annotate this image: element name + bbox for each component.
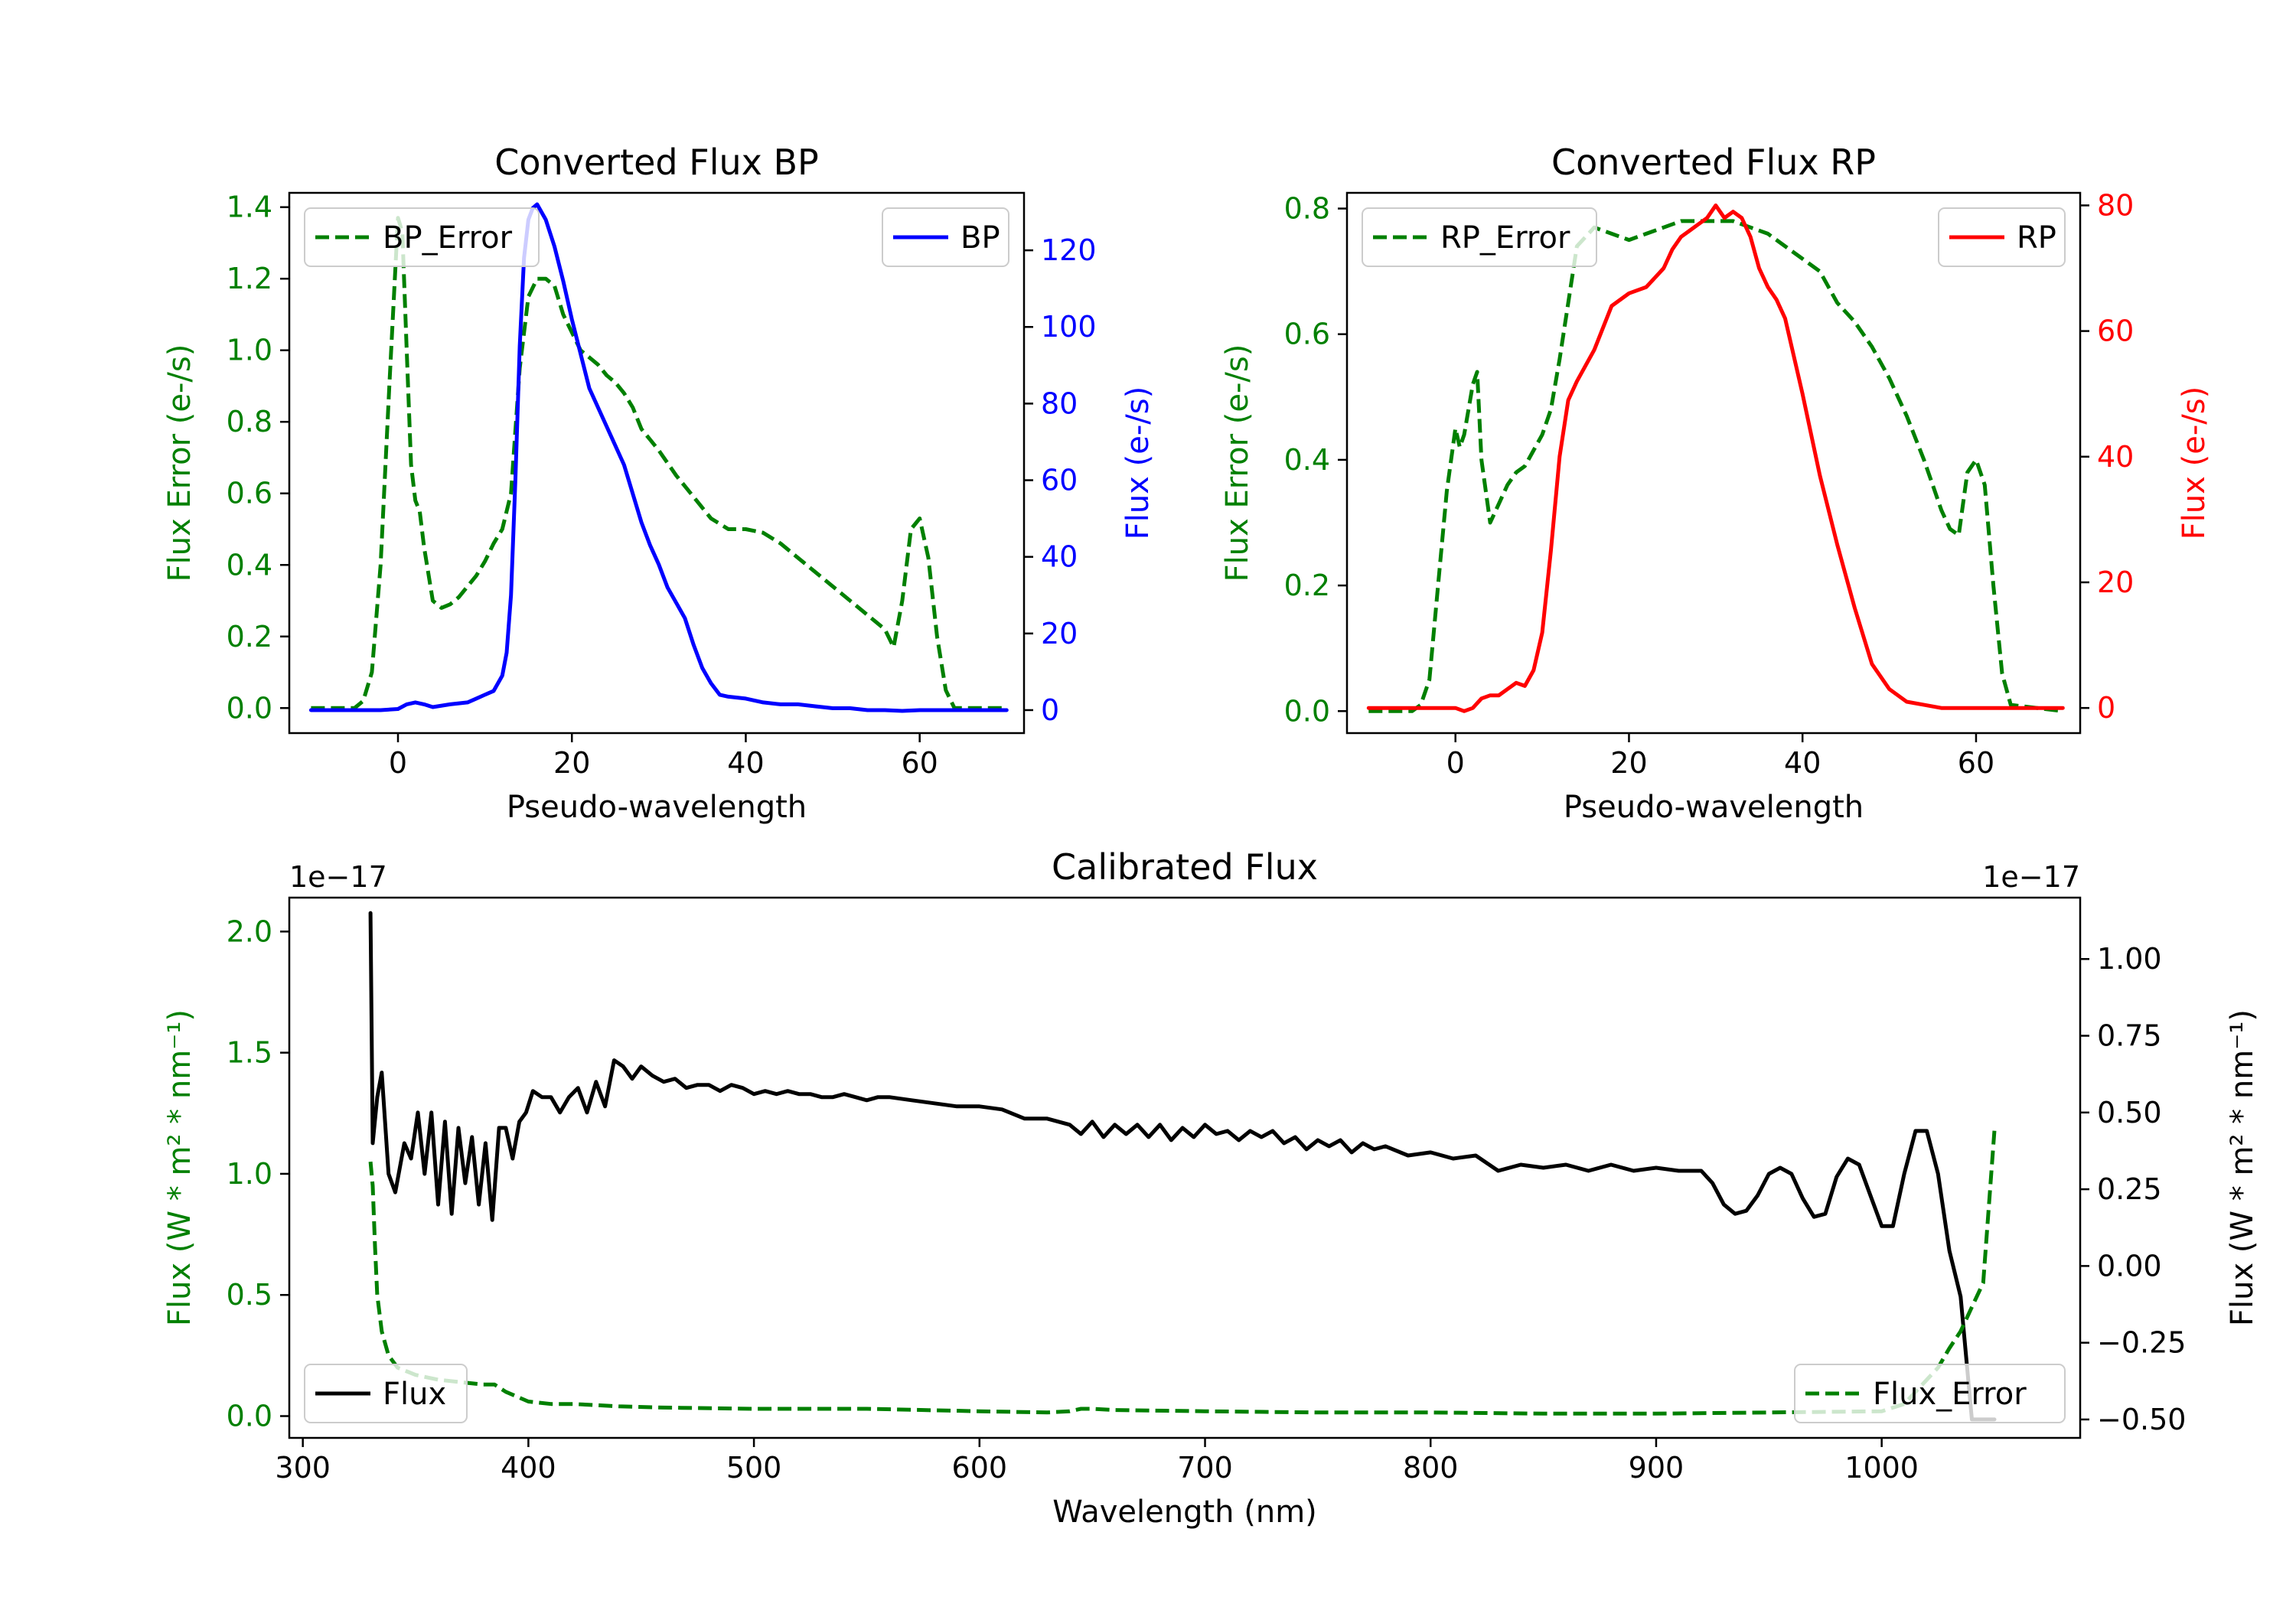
cal-xtick-label: 600 [952, 1451, 1008, 1485]
cal-offset-right: 1e−17 [1982, 860, 2080, 894]
rp-title: Converted Flux RP [1551, 142, 1876, 183]
cal-ytick-left-label: 1.0 [227, 1157, 272, 1191]
bp-series-bp-error [311, 216, 1007, 710]
bp-xtick-label: 0 [389, 746, 407, 780]
rp-series-rp-error [1368, 219, 2063, 713]
bp-ytick-right-label: 20 [1041, 617, 1078, 650]
cal-ytick-right-label: 0.50 [2097, 1096, 2162, 1129]
legend-box [1794, 1364, 2066, 1423]
rp-xtick-label: 20 [1610, 746, 1647, 780]
bp-legend-bp: BP [882, 207, 1009, 267]
bp-chart: Converted Flux BP 0 20 40 60 0.0 0.2 0.4 0.6 0.8 1… [162, 142, 1156, 825]
rp-ytick-right-label: 20 [2097, 566, 2134, 599]
legend-label: Flux [383, 1377, 446, 1412]
rp-chart: Converted Flux RP 0 20 40 60 0.0 0.2 0.4 0.6 0.8 0… [1220, 142, 2212, 825]
cal-legend-flux: Flux [304, 1364, 468, 1423]
bp-xtick-label: 40 [727, 746, 764, 780]
cal-xtick-label: 1000 [1844, 1451, 1919, 1485]
rp-ylabel-right: Flux (e-/s) [2177, 386, 2212, 539]
bp-ytick-left-label: 0.6 [227, 477, 272, 510]
cal-xtick-label: 500 [726, 1451, 782, 1485]
cal-ylabel-right: Flux (W * m² * nm⁻¹) [2225, 1009, 2260, 1326]
cal-ytick-right-label: 0.00 [2097, 1249, 2162, 1283]
bp-series-bp [308, 202, 1009, 713]
rp-ytick-right-label: 0 [2097, 691, 2115, 725]
bp-ylabel-right: Flux (e-/s) [1120, 386, 1156, 539]
bp-ytick-right-label: 60 [1041, 464, 1078, 497]
bp-ytick-left-label: 0.4 [227, 548, 272, 582]
bp-ytick-left-label: 0.2 [227, 620, 272, 654]
legend-box [1362, 207, 1597, 267]
bp-xtick-label: 60 [901, 746, 938, 780]
rp-frame [1345, 191, 2082, 735]
cal-offset-left: 1e−17 [289, 860, 387, 894]
bp-ytick-right-label: 100 [1041, 310, 1097, 344]
rp-series-rp [1366, 203, 2065, 713]
rp-xtick-label: 60 [1958, 746, 1994, 780]
bp-ytick-left-label: 1.2 [227, 262, 272, 295]
bp-ytick-right-label: 80 [1041, 386, 1078, 420]
bp-ylabel-left: Flux Error (e-/s) [162, 344, 197, 582]
cal-ytick-right-label: −0.25 [2097, 1326, 2186, 1360]
cal-ylabel-left: Flux (W * m² * nm⁻¹) [162, 1009, 197, 1326]
rp-xtick-label: 40 [1784, 746, 1821, 780]
bp-ytick-right-label: 120 [1041, 233, 1097, 267]
cal-ytick-right-label: −0.50 [2097, 1403, 2186, 1436]
cal-xtick-label: 700 [1177, 1451, 1233, 1485]
bp-ytick-left-label: 1.4 [227, 191, 272, 224]
cal-xtick-label: 800 [1403, 1451, 1459, 1485]
cal-ytick-left-label: 2.0 [227, 914, 272, 948]
rp-ytick-left-label: 0.4 [1284, 443, 1330, 477]
legend-label: BP [960, 220, 1000, 256]
bp-frame [288, 191, 1026, 735]
rp-ytick-right-label: 40 [2097, 440, 2134, 474]
bp-ytick-left-label: 0.8 [227, 405, 272, 438]
rp-legend-rp: RP [1938, 207, 2066, 267]
cal-ytick-left-label: 0.0 [227, 1400, 272, 1433]
rp-xlabel: Pseudo-wavelength [1564, 790, 1864, 825]
rp-ytick-left-label: 0.2 [1284, 569, 1330, 602]
cal-xlabel: Wavelength (nm) [1052, 1495, 1317, 1530]
bp-title: Converted Flux BP [494, 142, 819, 183]
cal-series-flux [368, 911, 1997, 1422]
rp-ytick-right-label: 60 [2097, 315, 2134, 348]
cal-frame [288, 896, 2082, 1439]
rp-ytick-left-label: 0.8 [1284, 192, 1330, 226]
cal-xtick-label: 400 [501, 1451, 556, 1485]
rp-ytick-left-label: 0.0 [1284, 694, 1330, 728]
legend-label: RP_Error [1440, 220, 1570, 256]
bp-ytick-right-label: 40 [1041, 540, 1078, 574]
cal-xtick-label: 900 [1629, 1451, 1684, 1485]
bp-xtick-label: 20 [553, 746, 590, 780]
cal-ytick-right-label: 0.75 [2097, 1019, 2162, 1053]
cal-xtick-label: 300 [275, 1451, 331, 1485]
cal-ytick-left-label: 0.5 [227, 1278, 272, 1312]
rp-ytick-left-label: 0.6 [1284, 318, 1330, 351]
cal-ytick-right-label: 1.00 [2097, 942, 2162, 976]
bp-ytick-left-label: 1.0 [227, 334, 272, 367]
bp-legend-bp-error: BP_Error [304, 207, 540, 267]
cal-title: Calibrated Flux [1052, 846, 1318, 888]
rp-ylabel-left: Flux Error (e-/s) [1220, 344, 1255, 582]
legend-box [304, 207, 540, 267]
cal-chart: Calibrated Flux 300 400 500 600 700 800 900 1000… [162, 846, 2260, 1530]
cal-ytick-right-label: 0.25 [2097, 1172, 2162, 1206]
cal-ytick-left-label: 1.5 [227, 1036, 272, 1070]
rp-legend-rp-error: RP_Error [1362, 207, 1597, 267]
bp-xlabel: Pseudo-wavelength [507, 790, 807, 825]
legend-label: Flux_Error [1873, 1377, 2027, 1412]
bp-ytick-right-label: 0 [1041, 693, 1059, 727]
bp-ytick-left-label: 0.0 [227, 691, 272, 725]
legend-label: RP [2017, 220, 2056, 256]
rp-xtick-label: 0 [1446, 746, 1465, 780]
legend-box [304, 1364, 468, 1423]
legend-label: BP_Error [383, 220, 513, 256]
cal-legend-flux-error: Flux_Error [1794, 1364, 2066, 1423]
rp-ytick-right-label: 80 [2097, 188, 2134, 222]
